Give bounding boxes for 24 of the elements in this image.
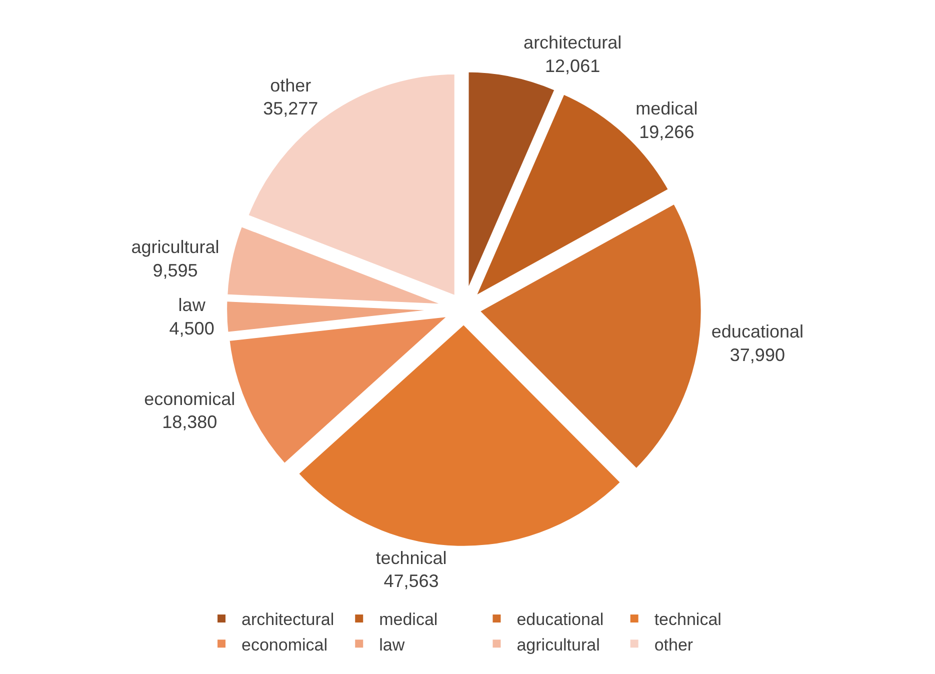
slice-label: architectural xyxy=(524,32,622,53)
legend-label: economical xyxy=(242,635,328,654)
data-label: 37,990 xyxy=(730,344,785,365)
slice-label: other xyxy=(270,75,312,96)
slice-label: law xyxy=(178,295,206,316)
data-label: 12,061 xyxy=(545,56,600,76)
slice-label: medical xyxy=(636,98,698,119)
legend-label: other xyxy=(654,635,694,654)
data-label: 19,266 xyxy=(639,122,694,142)
slice-label: agricultural xyxy=(131,237,220,258)
slice-label: educational xyxy=(711,321,804,342)
legend-label: medical xyxy=(379,610,438,630)
slice-label: technical xyxy=(376,548,447,568)
data-label: 47,563 xyxy=(384,571,439,592)
data-label: 18,380 xyxy=(162,412,218,432)
slice-label: economical xyxy=(144,388,236,409)
data-label: 4,500 xyxy=(169,318,214,339)
data-label: 35,277 xyxy=(263,98,318,119)
legend-label: agricultural xyxy=(516,635,600,654)
legend-label: technical xyxy=(654,610,722,630)
data-label: 9,595 xyxy=(152,260,198,281)
legend-label: law xyxy=(379,635,406,654)
legend-label: educational xyxy=(516,610,604,630)
legend-label: architectural xyxy=(242,610,334,630)
